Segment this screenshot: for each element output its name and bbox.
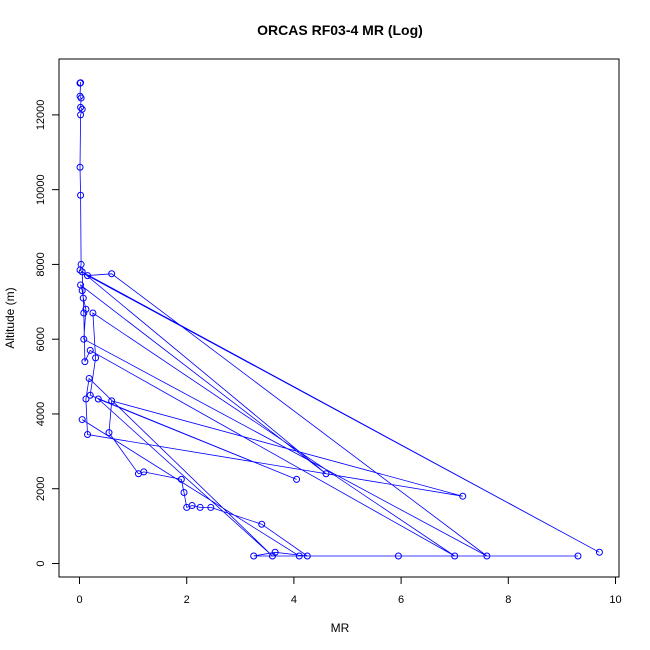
data-point [196, 503, 204, 511]
data-point [78, 287, 86, 295]
data-point [394, 552, 402, 560]
data-point [84, 431, 92, 439]
x-axis-label: MR [331, 621, 350, 635]
data-point [108, 270, 116, 278]
data-point [80, 335, 88, 343]
x-tick-label: 4 [291, 594, 297, 606]
y-axis-label: Altitude (m) [3, 287, 17, 348]
data-point [78, 416, 86, 424]
y-tick-label: 8000 [35, 252, 47, 276]
data-point [293, 475, 301, 483]
series-layer [76, 79, 603, 560]
data-point [80, 309, 88, 317]
y-axis: 0 2000 4000 6000 8000 10000 12000 [35, 100, 60, 567]
data-point [108, 397, 116, 405]
data-point [77, 111, 85, 119]
data-point [82, 395, 90, 403]
data-point [574, 552, 582, 560]
data-point [258, 520, 266, 528]
data-point [76, 163, 84, 171]
x-tick-label: 10 [609, 594, 621, 606]
data-point [84, 272, 92, 280]
data-point [295, 552, 303, 560]
data-point [86, 346, 94, 354]
data-point [322, 470, 330, 478]
y-tick-label: 6000 [35, 327, 47, 351]
x-axis: 0 2 4 6 8 10 [76, 576, 622, 606]
data-point [77, 191, 85, 199]
data-point [595, 548, 603, 556]
data-point [85, 374, 93, 382]
data-point [483, 552, 491, 560]
series-line [79, 81, 600, 557]
data-point [86, 391, 94, 399]
data-point [92, 354, 100, 362]
y-tick-label: 10000 [35, 174, 47, 205]
data-point [303, 552, 311, 560]
x-tick-label: 2 [184, 594, 190, 606]
data-point [77, 79, 85, 87]
chart-title: ORCAS RF03-4 MR (Log) [257, 22, 423, 38]
y-tick-label: 4000 [35, 402, 47, 426]
x-tick-label: 0 [76, 594, 82, 606]
data-point [250, 552, 258, 560]
data-point [78, 268, 86, 276]
data-point [207, 503, 215, 511]
y-tick-label: 12000 [35, 100, 47, 131]
data-point [89, 309, 97, 317]
data-point [79, 294, 87, 302]
y-tick-label: 2000 [35, 476, 47, 500]
data-point [105, 429, 113, 437]
data-point [459, 492, 467, 500]
data-point [82, 305, 90, 313]
data-point [271, 548, 279, 556]
data-point [77, 94, 85, 102]
data-point [81, 358, 89, 366]
y-tick-label: 0 [35, 560, 47, 566]
x-tick-label: 6 [398, 594, 404, 606]
data-point [140, 468, 148, 476]
plot-frame [58, 58, 620, 578]
data-point [94, 395, 102, 403]
x-tick-label: 8 [505, 594, 511, 606]
data-point [188, 502, 196, 510]
data-point [76, 266, 84, 274]
data-point [180, 488, 188, 496]
data-point [451, 552, 459, 560]
data-point [77, 103, 85, 111]
data-point [177, 475, 185, 483]
